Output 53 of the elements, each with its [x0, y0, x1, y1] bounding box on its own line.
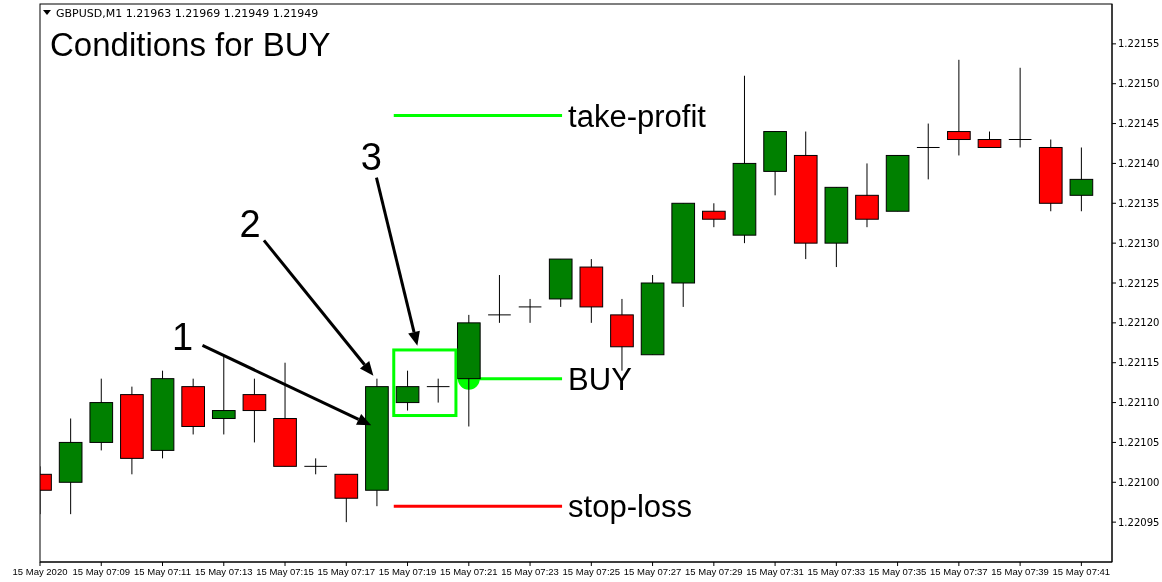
- y-tick-label: 1.22135: [1118, 197, 1160, 209]
- candlestick: [1069, 146, 1094, 212]
- x-tick-label: 15 May 07:39: [991, 565, 1049, 577]
- x-tick-label: 15 May 07:25: [562, 565, 621, 577]
- candlestick: [395, 370, 420, 412]
- annotation: BUY: [568, 361, 632, 397]
- annotation: 1: [172, 316, 194, 359]
- candlestick: [426, 378, 451, 404]
- ref-line-label: take-profit: [568, 98, 707, 134]
- text: Conditions for BUY: [50, 26, 331, 63]
- x-tick-label: 15 May 07:11: [134, 565, 191, 577]
- candlestick: [947, 59, 971, 156]
- x-tick-label: 15 May 07:23: [501, 565, 559, 577]
- y-tick-label: 1.22120: [1118, 317, 1160, 329]
- candlestick: [211, 354, 236, 435]
- candlestick: [916, 123, 941, 180]
- x-tick-label: 15 May 07:17: [317, 565, 376, 577]
- y-tick-label: 1.22095: [1118, 516, 1160, 528]
- y-tick-label: 1.22145: [1118, 118, 1160, 130]
- candlestick: [518, 298, 542, 324]
- annotation: 3: [360, 136, 382, 179]
- x-tick-label: 15 May 07:29: [685, 565, 743, 577]
- x-tick-label: 15 May 07:19: [378, 565, 437, 577]
- x-tick-label: 15 May 07:27: [623, 565, 682, 577]
- ref-line-label: stop-loss: [568, 489, 693, 525]
- x-tick-label: 15 May 07:31: [746, 565, 804, 577]
- y-tick-label: 1.22100: [1118, 476, 1160, 488]
- y-tick-label: 1.22130: [1118, 237, 1160, 249]
- x-tick-label: 15 May 07:41: [1052, 565, 1111, 577]
- y-tick-label: 1.22105: [1118, 436, 1160, 448]
- x-tick-label: 15 May 07:33: [807, 565, 866, 577]
- candlestick: [303, 457, 328, 475]
- y-tick-label: 1.22115: [1118, 357, 1160, 369]
- candlestick: [855, 162, 879, 228]
- y-tick-label: 1.22155: [1118, 38, 1160, 50]
- candlestick: [334, 473, 359, 523]
- y-tick-label: 1.22125: [1118, 277, 1160, 289]
- x-tick-label: 15 May 07:35: [868, 565, 927, 577]
- x-tick-label: 15 May 07:37: [930, 565, 988, 577]
- x-tick-label: 15 May 07:09: [72, 565, 131, 577]
- candlestick: [702, 202, 726, 228]
- x-tick-label: 15 May 07:21: [440, 565, 498, 577]
- y-tick-label: 1.22110: [1118, 397, 1160, 409]
- y-tick-label: 1.22140: [1118, 157, 1160, 169]
- annotation: 2: [239, 203, 261, 246]
- y-tick-label: 1.22150: [1118, 78, 1160, 90]
- candlestick: [487, 274, 512, 324]
- candlestick: [1008, 67, 1032, 148]
- x-tick-label: 15 May 07:15: [256, 565, 314, 577]
- chart-subtitle: GBPUSD,M1 1.21963 1.21969 1.21949 1.21949: [56, 7, 319, 20]
- x-tick-label: 15 May 07:13: [194, 565, 253, 577]
- x-tick-label: 15 May 2020: [12, 565, 68, 577]
- candlestick: [242, 378, 267, 443]
